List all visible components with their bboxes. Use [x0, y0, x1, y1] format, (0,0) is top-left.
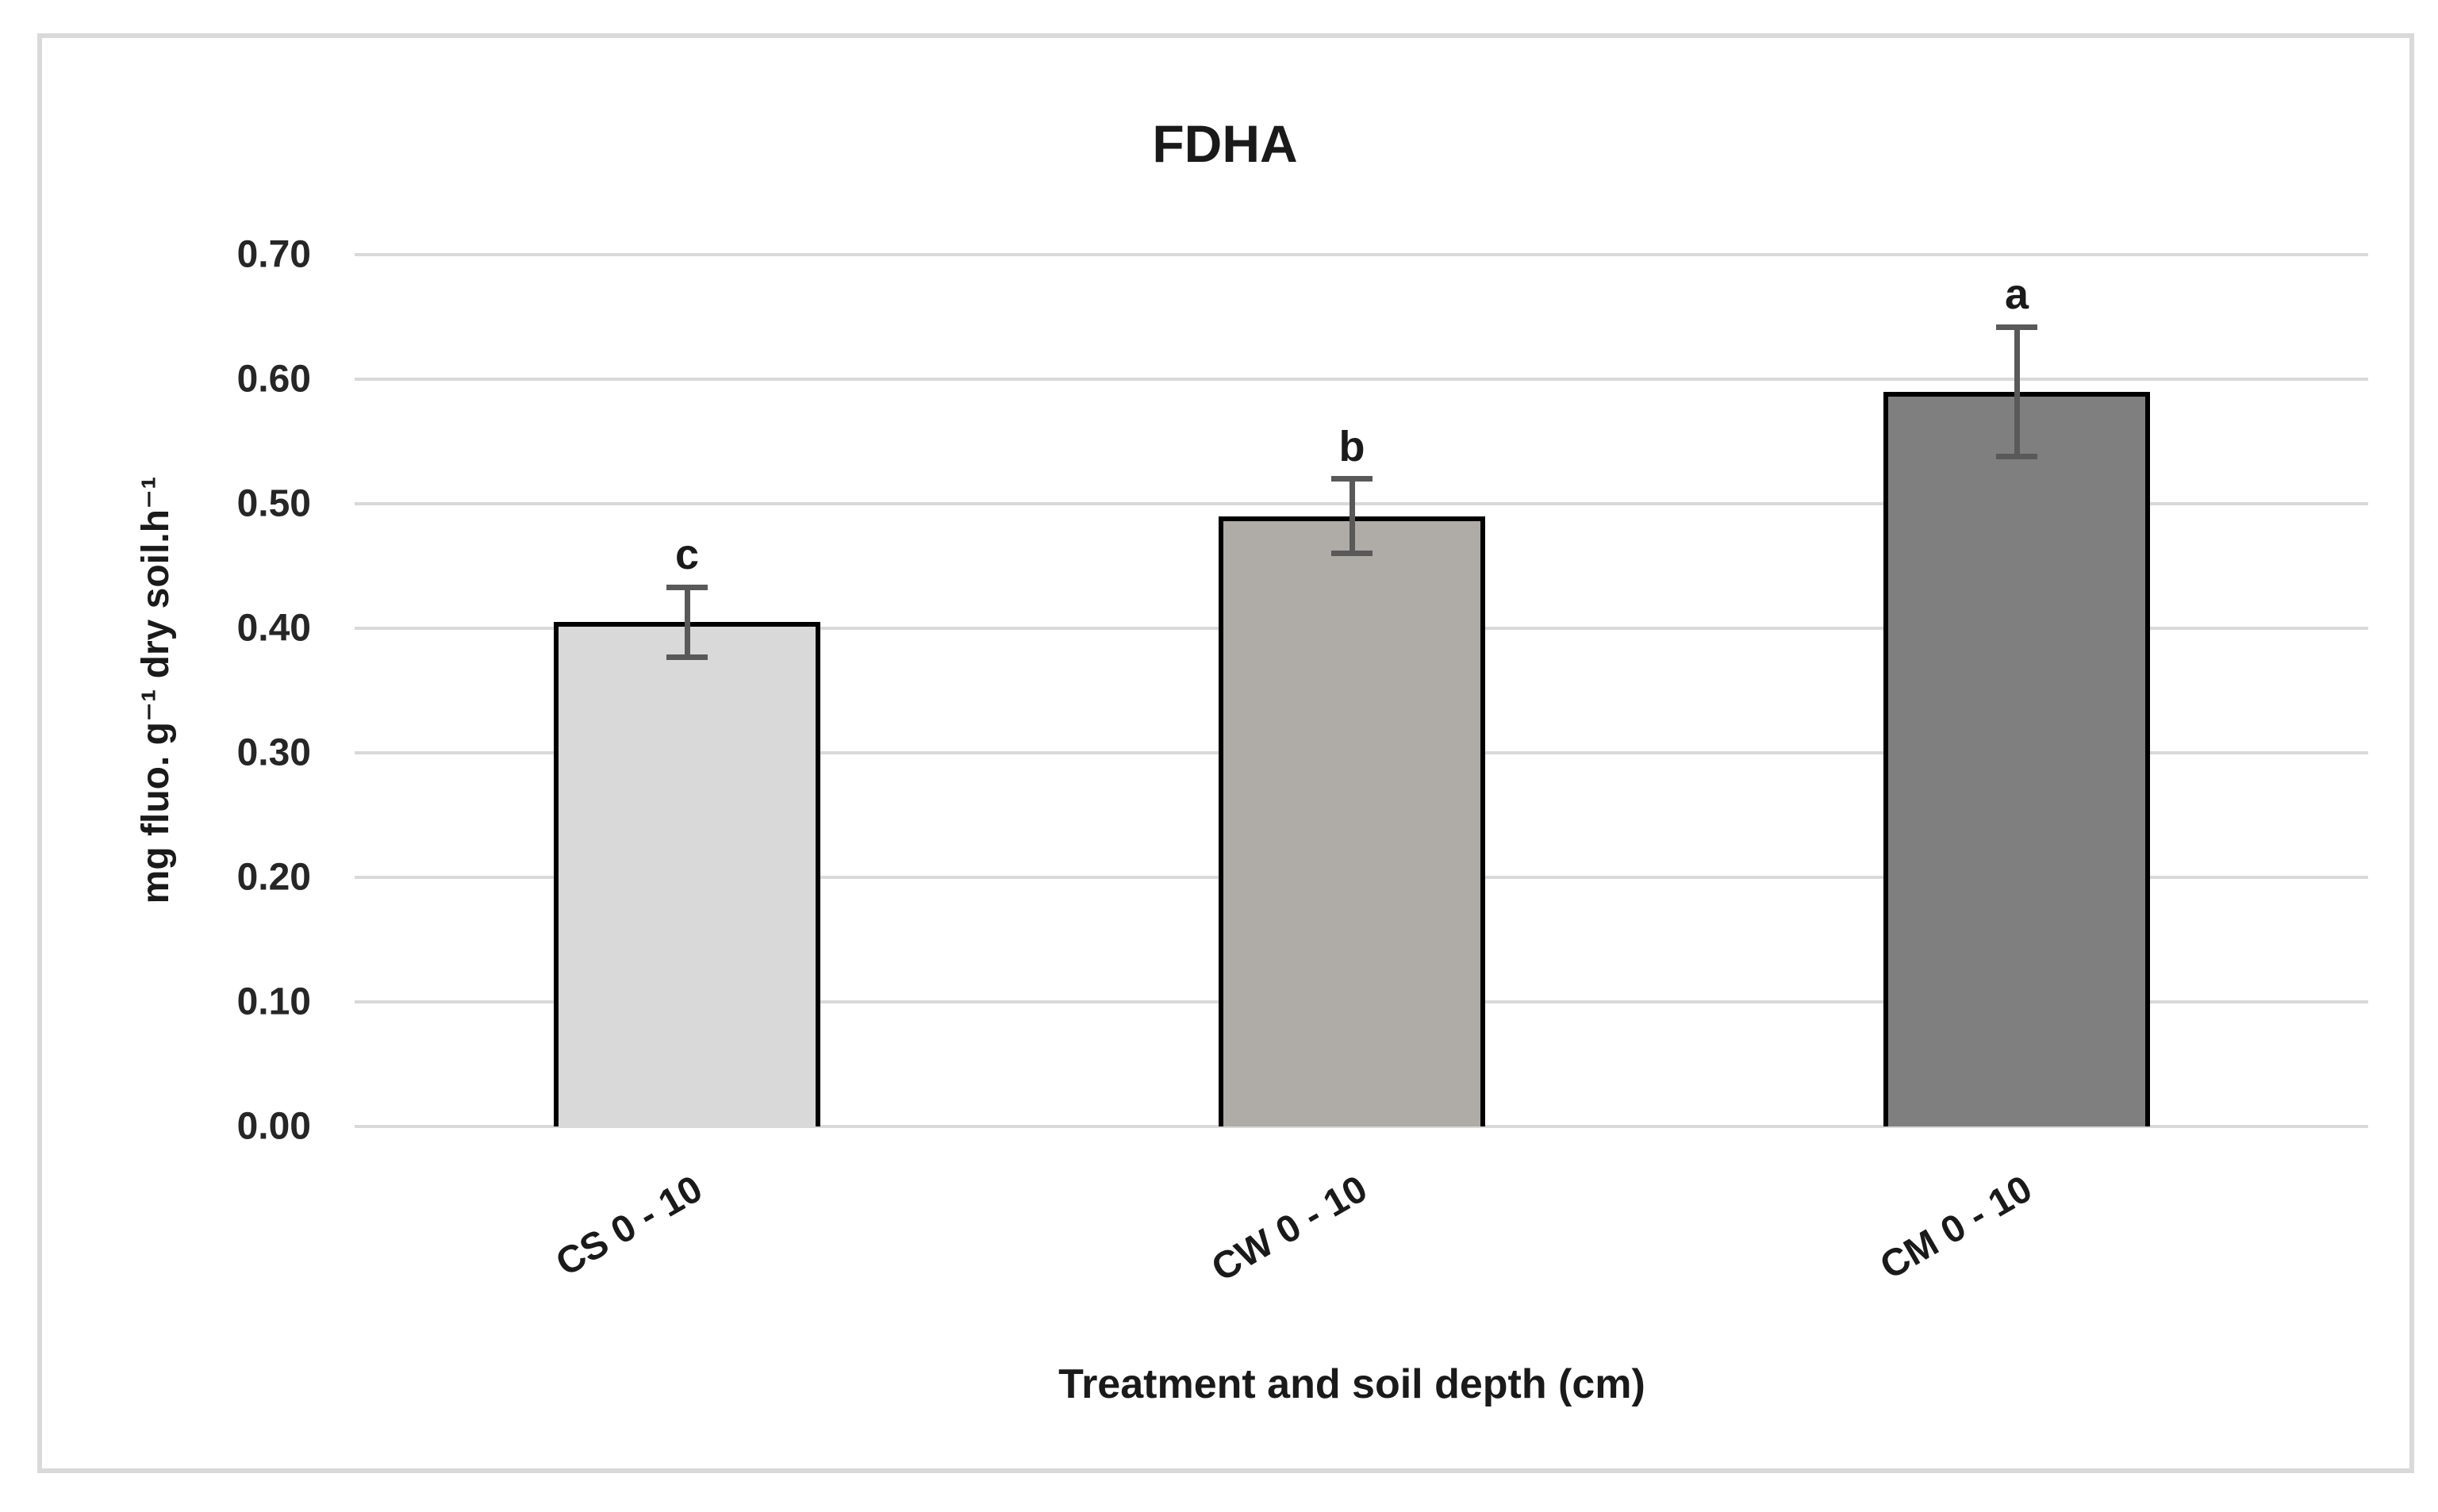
chart-frame: 0.00 0.10 0.20 0.30 0.40 0.50 0.60 0.70 c CS 0 - …	[37, 33, 2414, 1473]
y-tick-label: 0.70	[236, 233, 311, 276]
x-category-label: CW 0 - 10	[1204, 1168, 1375, 1290]
error-bar-cap	[1331, 476, 1373, 482]
error-bar-cap	[1331, 551, 1373, 557]
x-category-label-anchor: CM 0 - 10	[1861, 1165, 2039, 1288]
x-category-label-anchor: CW 0 - 10	[1192, 1165, 1375, 1290]
y-tick-label: 0.20	[236, 856, 311, 899]
y-tick-label: 0.50	[236, 482, 311, 525]
y-tick-label: 0.60	[236, 358, 311, 401]
significance-letter: c	[674, 531, 700, 579]
error-bar-cap	[666, 584, 708, 590]
significance-letter: a	[2004, 271, 2029, 319]
y-gridline	[355, 253, 2368, 256]
x-category-label-anchor: CS 0 - 10	[538, 1165, 709, 1284]
y-gridline	[355, 502, 2368, 505]
y-gridline	[355, 1125, 2368, 1128]
x-category-label: CS 0 - 10	[549, 1168, 710, 1285]
error-bar-cap	[1996, 453, 2037, 459]
data-bar	[1883, 391, 2150, 1126]
y-tick-label: 0.30	[236, 731, 311, 774]
chart-title: FDHA	[1152, 114, 1298, 173]
data-bar	[554, 622, 820, 1126]
error-bar-cap	[666, 654, 708, 660]
x-category-label: CM 0 - 10	[1873, 1168, 2040, 1288]
error-bar-line	[1349, 478, 1355, 554]
y-gridline	[355, 378, 2368, 381]
error-bar-cap	[1996, 324, 2037, 330]
y-tick-label: 0.00	[236, 1105, 311, 1148]
x-axis-title: Treatment and soil depth (cm)	[1058, 1361, 1645, 1407]
error-bar-line	[2014, 327, 2020, 457]
y-tick-label: 0.10	[236, 980, 311, 1023]
y-tick-label: 0.40	[236, 607, 311, 650]
error-bar-line	[684, 587, 690, 658]
data-bar	[1219, 516, 1485, 1126]
y-axis-title: mg fluo. g⁻¹ dry soil.h⁻¹	[135, 476, 177, 904]
significance-letter: b	[1338, 422, 1365, 470]
